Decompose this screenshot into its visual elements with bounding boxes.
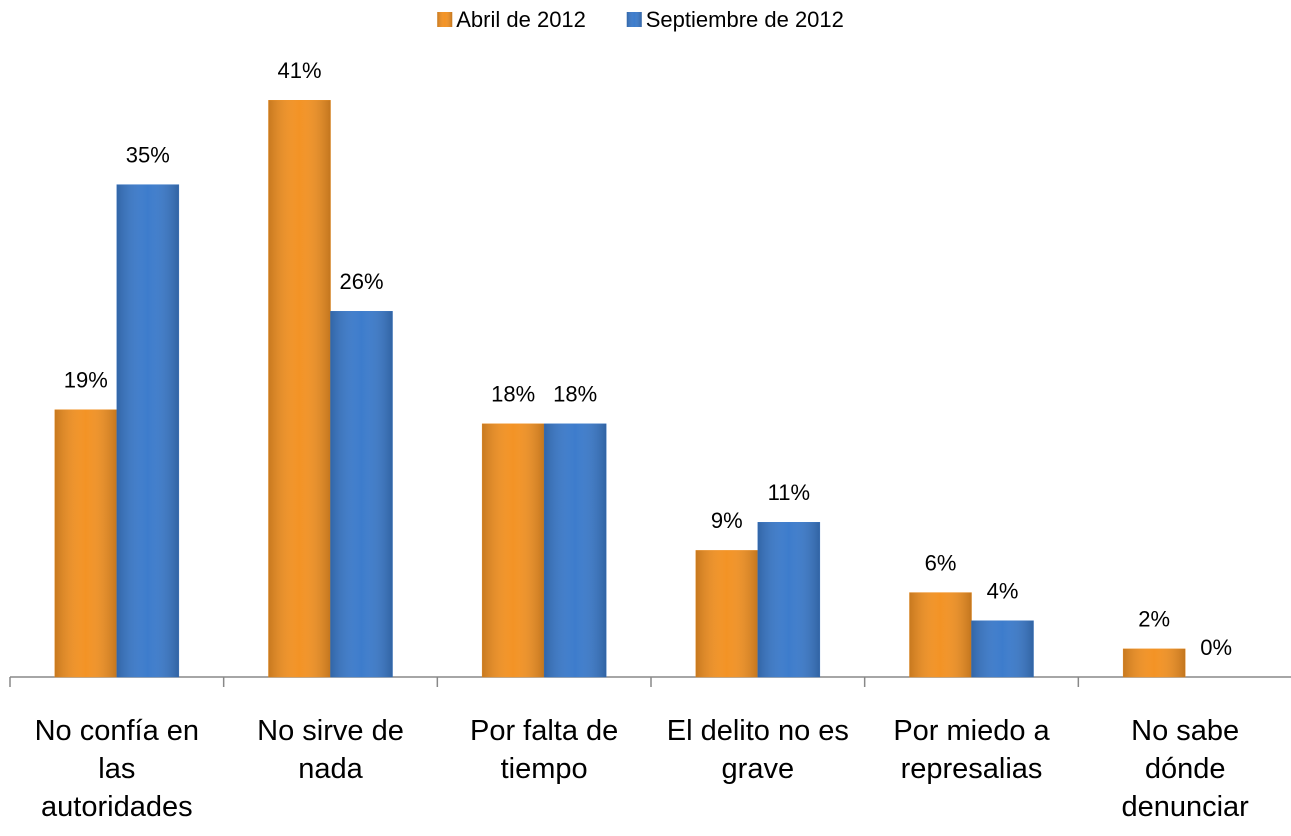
data-label: 0% [1200, 635, 1232, 660]
bar-shade [330, 311, 393, 677]
bar-shade [909, 592, 972, 677]
bar-shade [268, 100, 331, 678]
data-label: 26% [339, 269, 383, 294]
bar-shade [116, 184, 179, 677]
bar-shade [482, 423, 545, 677]
bar-shade [54, 409, 117, 677]
data-label: 41% [277, 58, 321, 83]
legend-label: Septiembre de 2012 [646, 7, 844, 32]
x-tick-label: No sirve de nada [257, 715, 404, 785]
bar-shade [971, 620, 1034, 677]
data-label: 11% [768, 480, 810, 505]
data-label: 9% [711, 508, 743, 533]
data-label: 18% [491, 382, 535, 407]
legend-swatch-shade [437, 12, 453, 27]
legend-swatch-shade [626, 12, 642, 27]
legend-label: Abril de 2012 [456, 7, 586, 32]
bar-shade [1123, 648, 1186, 677]
data-label: 18% [553, 382, 597, 407]
data-label: 2% [1138, 607, 1170, 632]
data-label: 19% [64, 368, 108, 393]
bar-shade [695, 550, 758, 677]
data-label: 6% [925, 550, 957, 575]
data-label: 35% [126, 142, 170, 167]
data-label: 4% [987, 579, 1019, 604]
x-tick-label: Por miedo a represalias [893, 715, 1050, 785]
x-tick-label: No confía en las autoridades [34, 715, 200, 823]
bar-shade [757, 522, 820, 677]
x-tick-label: Por falta de tiempo [469, 715, 619, 785]
x-tick-label: No sabe dónde denunciar [1121, 715, 1249, 823]
bar-shade [544, 423, 607, 677]
x-tick-label: El delito no es grave [666, 715, 849, 785]
